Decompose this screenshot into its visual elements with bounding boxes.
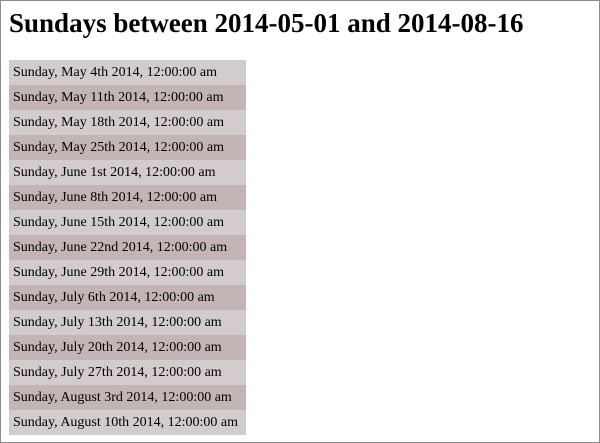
list-item: Sunday, June 8th 2014, 12:00:00 am bbox=[9, 185, 247, 210]
list-item: Sunday, May 18th 2014, 12:00:00 am bbox=[9, 110, 247, 135]
list-item: Sunday, June 22nd 2014, 12:00:00 am bbox=[9, 235, 247, 260]
list-item: Sunday, July 6th 2014, 12:00:00 am bbox=[9, 285, 247, 310]
list-item: Sunday, May 11th 2014, 12:00:00 am bbox=[9, 85, 247, 110]
list-item: Sunday, May 4th 2014, 12:00:00 am bbox=[9, 60, 247, 85]
list-item: Sunday, June 15th 2014, 12:00:00 am bbox=[9, 210, 247, 235]
list-item: Sunday, August 3rd 2014, 12:00:00 am bbox=[9, 385, 247, 410]
list-item: Sunday, June 1st 2014, 12:00:00 am bbox=[9, 160, 247, 185]
list-item: Sunday, May 25th 2014, 12:00:00 am bbox=[9, 135, 247, 160]
list-item: Sunday, July 20th 2014, 12:00:00 am bbox=[9, 335, 247, 360]
list-item: Sunday, June 29th 2014, 12:00:00 am bbox=[9, 260, 247, 285]
list-item: Sunday, July 13th 2014, 12:00:00 am bbox=[9, 310, 247, 335]
page-title: Sundays between 2014-05-01 and 2014-08-1… bbox=[9, 8, 524, 38]
sunday-list: Sunday, May 4th 2014, 12:00:00 am Sunday… bbox=[9, 60, 247, 435]
list-item: Sunday, July 27th 2014, 12:00:00 am bbox=[9, 360, 247, 385]
list-item: Sunday, August 10th 2014, 12:00:00 am bbox=[9, 410, 247, 435]
